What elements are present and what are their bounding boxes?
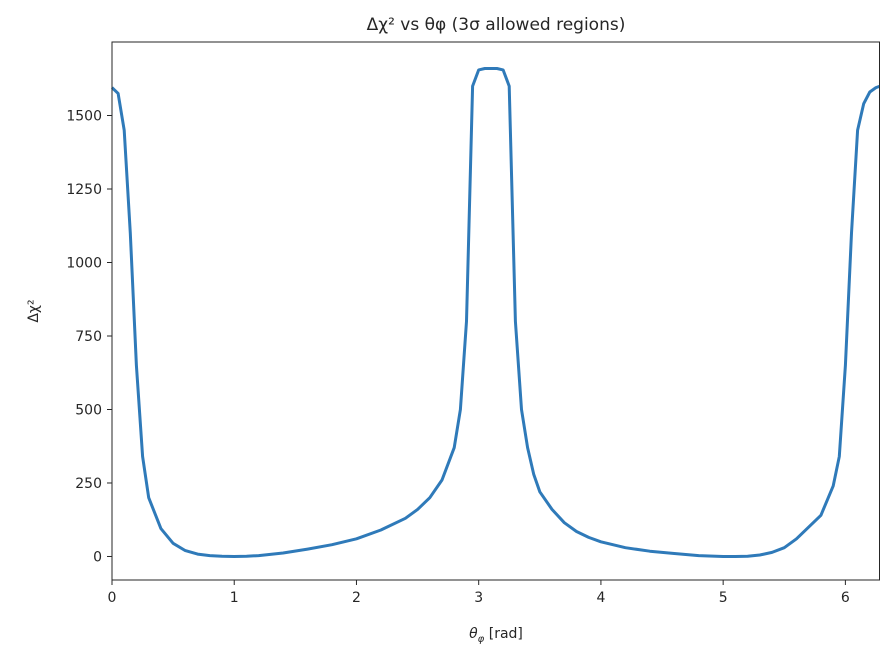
x-tick-label: 0 (108, 590, 117, 606)
x-tick-label: 6 (841, 590, 850, 606)
plot-area (110, 67, 880, 558)
x-axis-label: θφ [rad] (469, 626, 523, 645)
axes-frame (111, 41, 880, 581)
y-tick-label: 1250 (66, 182, 102, 198)
x-tick-label: 3 (474, 590, 483, 606)
y-tick-label: 500 (75, 402, 102, 418)
series-line (110, 67, 880, 558)
x-axis-label-unit: [rad] (484, 626, 523, 642)
x-tick-label: 4 (596, 590, 605, 606)
x-tick-label: 2 (352, 590, 361, 606)
y-tick-label: 0 (93, 549, 102, 565)
y-axis-label: Δχ² (26, 299, 42, 322)
x-axis: 0 1 2 3 4 5 6 (108, 580, 850, 606)
y-tick-label: 1500 (66, 108, 102, 124)
y-axis: 0 250 500 750 1000 1250 1500 (66, 108, 112, 565)
x-tick-label: 5 (719, 590, 728, 606)
x-tick-label: 1 (230, 590, 239, 606)
chart-title: Δχ² vs θφ (3σ allowed regions) (367, 15, 626, 35)
y-tick-label: 250 (75, 476, 102, 492)
x-axis-label-main: θ (469, 626, 478, 642)
y-tick-label: 750 (75, 329, 102, 345)
y-tick-label: 1000 (66, 255, 102, 271)
x-axis-label-sub: φ (478, 634, 485, 645)
